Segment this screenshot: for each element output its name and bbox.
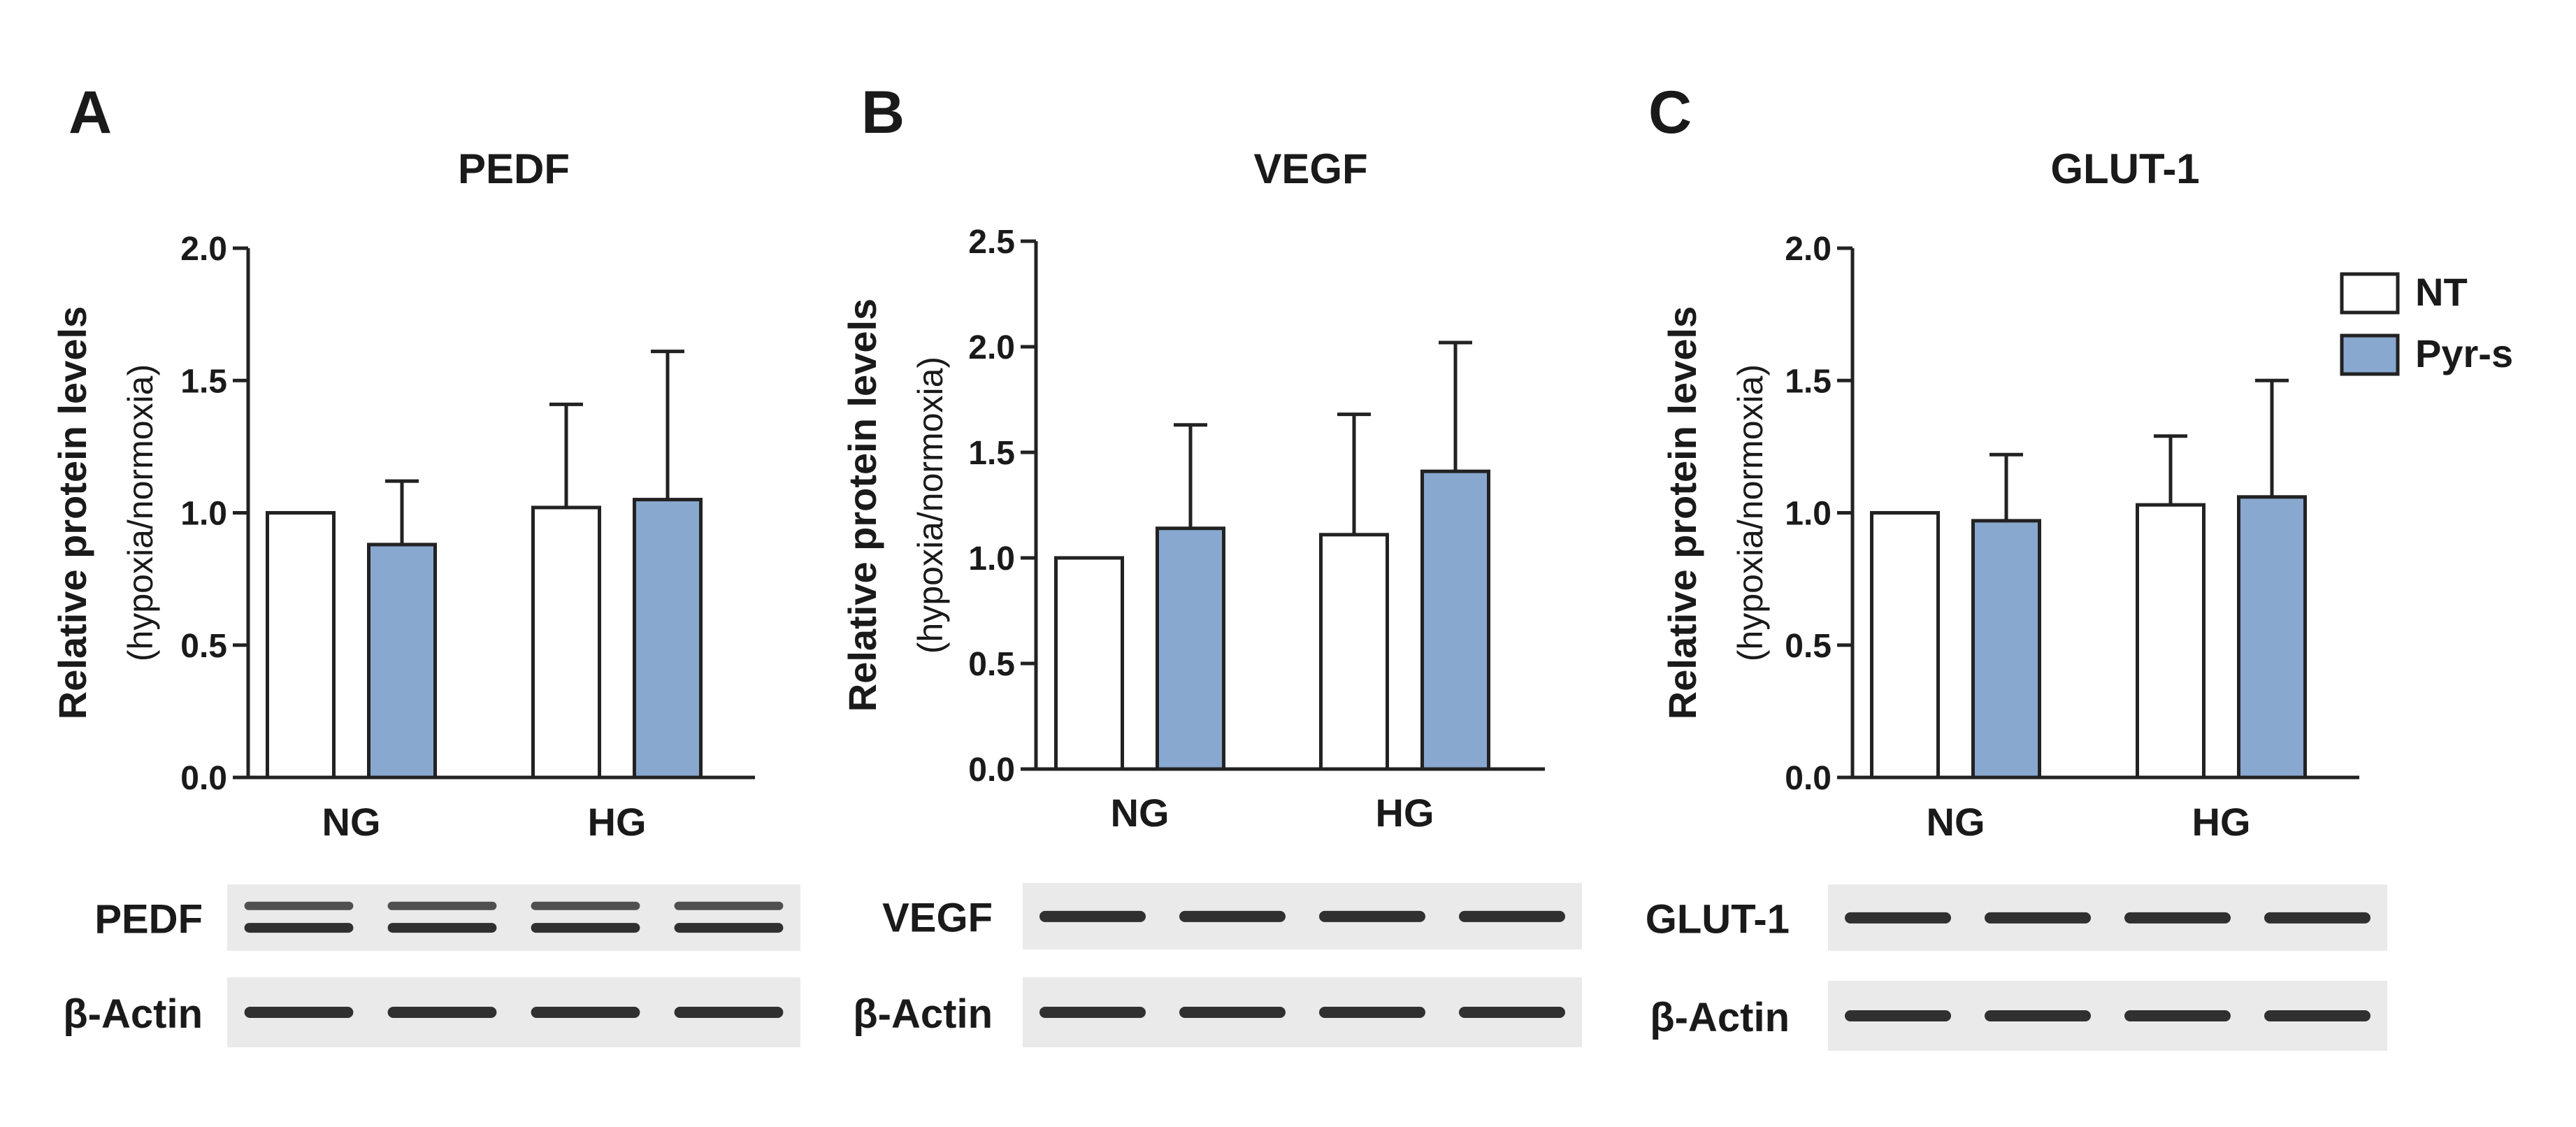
x-category-label: NG [322,800,381,844]
y-tick-label: 1.5 [968,435,1015,472]
blot-band [1845,912,1951,924]
y-tick-label: 2.0 [1785,231,1832,268]
chart-panel-b: B VEGF Relative protein levels (hypoxia/nor… [840,79,1582,1047]
blot-band [387,1007,497,1018]
blot-band [1319,1007,1425,1018]
bar-nt-ng [1054,556,1124,771]
bar-pyrs-ng [1971,519,2041,780]
blot-band [531,901,640,910]
y-tick-label: 0.5 [180,628,227,665]
bar-pyrs-hg [1420,469,1490,771]
y-tick-label: 2.0 [968,329,1015,366]
blot-label: β-Actin [853,991,993,1037]
blot-band [674,1007,784,1018]
blot-band [244,1007,354,1018]
blot-band [244,901,354,910]
chart-title: VEGF [1253,145,1367,192]
blot-band [674,923,784,933]
blot-band [1845,1010,1951,1021]
legend: NT Pyr-s [2340,270,2513,376]
blot-band [1179,1007,1286,1018]
y-tick-label: 1.0 [968,540,1015,577]
legend-swatch-pyrs [2340,333,2400,376]
y-axis-label: Relative protein levels [50,306,94,719]
y-tick-label: 1.5 [180,363,227,400]
legend-swatch-nt [2340,272,2400,315]
blot-band [1459,1007,1565,1018]
blot-band [1319,910,1425,922]
blot-band [1985,912,2091,924]
blot-band [244,923,354,933]
blot-label: VEGF [882,896,993,941]
bar-nt-ng [1870,511,1940,780]
blot-band [531,1007,640,1018]
y-tick-label: 0.5 [968,646,1015,683]
bar-nt-hg [2136,503,2206,780]
x-category-label: NG [1927,800,1985,844]
y-axis-sublabel: (hypoxia/normoxia) [1731,364,1770,661]
blot-band [674,901,784,910]
blot-band [1179,910,1286,922]
y-tick-label: 2.0 [180,231,227,268]
x-category-label: HG [588,800,647,844]
bar-pyrs-ng [1156,526,1225,771]
chart-panel-a: A PEDF Relative protein levels (hypoxia/nor… [50,79,800,1047]
x-category-label: HG [2192,800,2251,844]
panel-letter: A [69,79,112,146]
blot-band [2124,1010,2231,1021]
panel-letter: C [1648,79,1692,146]
blot-band [2264,1010,2370,1021]
y-tick-label: 0.0 [968,752,1015,789]
blot-label: PEDF [94,897,203,942]
x-category-label: HG [1376,791,1434,835]
y-tick-label: 1.5 [1785,363,1832,400]
blot-band [2264,912,2370,924]
blot-band [1039,1007,1146,1018]
blot-band [387,923,497,933]
chart-panel-c: C GLUT-1 Relative protein levels (hypoxia/n… [1646,79,2387,1051]
y-axis-sublabel: (hypoxia/normoxia) [911,357,950,654]
bar-pyrs-hg [2237,495,2307,780]
panel-letter: B [861,79,905,146]
y-tick-label: 1.0 [1785,496,1832,533]
bar-pyrs-hg [633,498,703,780]
y-tick-label: 2.5 [968,224,1015,261]
blot-band [531,923,640,933]
blot-label: β-Actin [1650,995,1790,1040]
bar-nt-ng [266,511,336,780]
blot-band [1459,910,1565,922]
y-axis-sublabel: (hypoxia/normoxia) [121,364,160,661]
y-tick-label: 0.0 [1785,760,1832,797]
bar-nt-hg [531,505,601,780]
y-tick-label: 0.5 [1785,628,1832,665]
y-tick-label: 1.0 [180,496,227,533]
legend-label: Pyr-s [2415,331,2513,375]
y-tick-label: 0.0 [180,760,227,797]
y-axis-label: Relative protein levels [1660,306,1704,719]
blot-label: β-Actin [63,991,203,1037]
blot-band [1985,1010,2091,1021]
x-category-label: NG [1111,791,1170,835]
blot-band [387,901,497,910]
bar-pyrs-ng [367,543,437,780]
chart-title: GLUT-1 [2050,145,2199,192]
blot-band [2124,912,2231,924]
blot-strip [227,884,800,951]
y-axis-label: Relative protein levels [840,299,884,712]
blot-label: GLUT-1 [1646,897,1790,942]
chart-title: PEDF [458,145,570,192]
legend-label: NT [2415,270,2468,314]
bar-nt-hg [1319,533,1389,771]
blot-band [1039,910,1146,922]
